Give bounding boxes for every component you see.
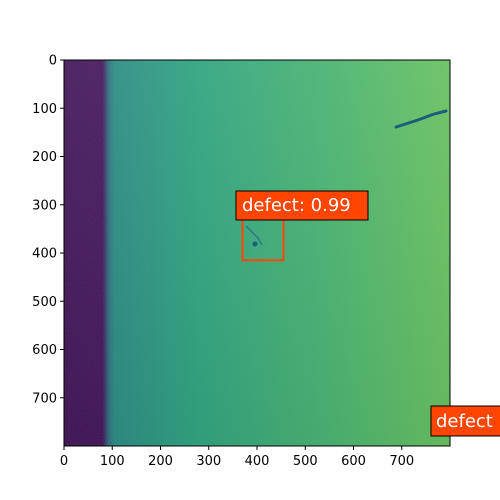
x-tick-label: 100 (100, 454, 125, 469)
detection-label: defect: 0.99 (235, 190, 369, 221)
defect-spot (252, 241, 258, 247)
x-tick-label: 0 (60, 454, 68, 469)
y-axis: 0 100 200 300 400 500 600 700 (32, 54, 64, 406)
detection-labels: defect: 0.99 defect (235, 190, 500, 437)
defect-mark (245, 225, 263, 246)
y-tick-label: 500 (32, 295, 57, 310)
image-grain (64, 60, 450, 446)
detection-label-bg (235, 190, 369, 221)
plot-area (64, 60, 450, 446)
y-tick-label: 400 (32, 247, 57, 262)
x-tick-label: 300 (196, 454, 221, 469)
y-tick-label: 0 (49, 54, 57, 69)
x-tick-label: 500 (293, 454, 318, 469)
detection-label-text: defect: 0.99 (242, 195, 351, 216)
detection-label-text: defect (436, 411, 493, 432)
x-tick-label: 600 (341, 454, 366, 469)
x-tick-label: 700 (389, 454, 414, 469)
y-tick-label: 300 (32, 198, 57, 213)
scratch-streak (394, 109, 448, 129)
y-tick-label: 200 (32, 150, 57, 165)
detection-label-bg (430, 405, 500, 437)
x-axis: 0 100 200 300 400 500 600 700 (60, 446, 414, 469)
detection-label: defect (430, 405, 500, 437)
y-tick-label: 600 (32, 343, 57, 358)
x-tick-label: 400 (245, 454, 270, 469)
x-tick-label: 200 (148, 454, 173, 469)
y-tick-label: 700 (32, 391, 57, 406)
y-tick-label: 100 (32, 102, 57, 117)
